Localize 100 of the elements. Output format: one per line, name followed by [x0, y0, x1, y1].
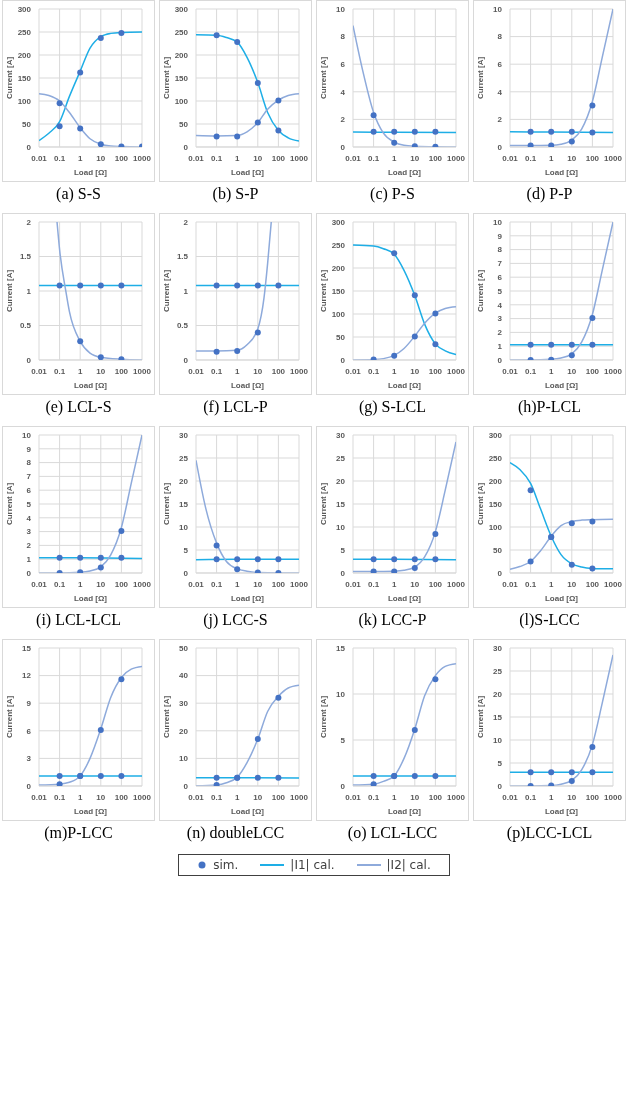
y-tick-label: 10	[336, 4, 346, 14]
x-tick-label: 0.1	[54, 579, 66, 589]
y-tick-label: 250	[17, 27, 32, 37]
x-tick-label: 10	[567, 579, 577, 589]
y-tick-label: 3	[26, 754, 32, 764]
text: (f) LCL-P	[202, 397, 269, 418]
y-tick-label: 150	[174, 73, 189, 83]
y-tick-label: 5	[340, 545, 346, 555]
x-tick-label: 1000	[133, 579, 152, 589]
y-tick-label: 200	[488, 476, 503, 486]
y-tick-label: 7	[26, 472, 32, 482]
y-tick-label: 0	[26, 568, 32, 578]
y-tick-label: 100	[488, 522, 503, 532]
y-tick-label: 25	[336, 453, 346, 463]
x-tick-label: 1000	[447, 792, 466, 802]
x-tick-label: 1	[391, 792, 397, 802]
y-tick-label: 7	[497, 259, 503, 269]
y-tick-label: 0	[497, 781, 503, 791]
x-axis-title: Load [Ω]	[73, 594, 108, 603]
text: (a) S-S	[55, 184, 102, 205]
y-tick-label: 0	[340, 781, 346, 791]
x-tick-label: 0.1	[525, 153, 537, 163]
y-tick-label: 0	[26, 142, 32, 152]
y-tick-label: 9	[26, 444, 32, 454]
legend-label: |I1| cal.	[290, 858, 335, 872]
y-axis-title: Current [A]	[161, 482, 171, 526]
y-tick-label: 5	[183, 545, 189, 555]
y-tick-label: 250	[488, 453, 503, 463]
y-tick-label: 10	[336, 522, 346, 532]
x-axis-title: Load [Ω]	[387, 168, 422, 177]
x-tick-label: 0.1	[54, 792, 66, 802]
y-tick-label: 50	[493, 545, 503, 555]
y-tick-label: 10	[493, 217, 503, 227]
y-tick-label: 0	[183, 568, 189, 578]
x-tick-label: 100	[114, 153, 129, 163]
x-tick-label: 0.1	[525, 366, 537, 376]
x-tick-label: 10	[96, 366, 106, 376]
y-tick-label: 8	[497, 245, 503, 255]
y-tick-label: 0	[340, 355, 346, 365]
y-tick-label: 0	[183, 781, 189, 791]
y-tick-label: 15	[22, 643, 32, 653]
x-tick-label: 0.01	[31, 579, 48, 589]
x-tick-label: 1	[77, 579, 83, 589]
x-tick-label: 1	[548, 579, 554, 589]
y-tick-label: 1	[26, 286, 32, 296]
x-tick-label: 100	[585, 366, 600, 376]
y-tick-label: 1.5	[19, 252, 32, 262]
x-tick-label: 1	[77, 153, 83, 163]
y-tick-label: 10	[179, 754, 189, 764]
y-tick-label: 10	[493, 4, 503, 14]
y-tick-label: 0	[340, 568, 346, 578]
x-tick-label: 1	[548, 792, 554, 802]
y-tick-label: 20	[336, 476, 346, 486]
y-axis-title: Current [A]	[4, 269, 14, 313]
y-tick-label: 100	[174, 96, 189, 106]
x-tick-label: 0.01	[502, 579, 519, 589]
x-tick-label: 1	[234, 366, 240, 376]
y-axis-title: Current [A]	[475, 56, 485, 100]
y-tick-label: 10	[22, 430, 32, 440]
y-tick-label: 25	[493, 666, 503, 676]
x-axis-title: Load [Ω]	[230, 381, 265, 390]
y-tick-label: 2	[183, 217, 189, 227]
y-tick-label: 30	[493, 643, 503, 653]
x-tick-label: 1000	[604, 366, 623, 376]
y-tick-label: 5	[340, 735, 346, 745]
x-tick-label: 10	[410, 579, 420, 589]
text: (g) S-LCL	[357, 397, 428, 418]
y-tick-label: 20	[179, 476, 189, 486]
y-tick-label: 20	[179, 726, 189, 736]
x-tick-label: 1	[77, 366, 83, 376]
y-tick-label: 0	[497, 568, 503, 578]
x-tick-label: 1000	[604, 792, 623, 802]
text: (l)S-LCC	[518, 610, 581, 631]
text: (p)LCC-LCL	[505, 823, 594, 844]
y-tick-label: 20	[493, 689, 503, 699]
y-tick-label: 50	[179, 643, 189, 653]
text: (e) LCL-S	[44, 397, 113, 418]
y-tick-label: 300	[331, 217, 346, 227]
x-tick-label: 100	[428, 366, 443, 376]
x-tick-label: 10	[253, 792, 263, 802]
y-tick-label: 10	[336, 689, 346, 699]
y-tick-label: 5	[26, 499, 32, 509]
y-tick-label: 4	[26, 513, 32, 523]
y-tick-label: 0	[497, 355, 503, 365]
y-tick-label: 0	[183, 355, 189, 365]
y-axis-title: Current [A]	[475, 269, 485, 313]
y-tick-label: 6	[497, 273, 503, 283]
x-tick-label: 100	[271, 579, 286, 589]
y-tick-label: 150	[331, 286, 346, 296]
y-tick-label: 10	[493, 735, 503, 745]
x-tick-label: 1000	[133, 792, 152, 802]
y-tick-label: 0.5	[176, 321, 189, 331]
x-tick-label: 1000	[604, 579, 623, 589]
x-tick-label: 100	[428, 153, 443, 163]
x-tick-label: 1000	[604, 153, 623, 163]
text: (o) LCL-LCC	[346, 823, 439, 844]
y-axis-title: Current [A]	[161, 269, 171, 313]
y-tick-label: 100	[331, 309, 346, 319]
x-tick-label: 10	[253, 579, 263, 589]
y-tick-label: 2	[340, 115, 346, 125]
